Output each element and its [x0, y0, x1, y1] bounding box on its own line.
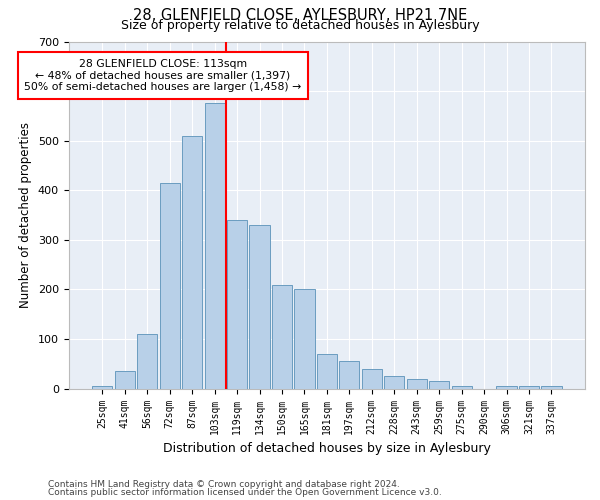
- Bar: [137, 334, 157, 388]
- Bar: [92, 386, 112, 388]
- Y-axis label: Number of detached properties: Number of detached properties: [19, 122, 32, 308]
- Bar: [339, 362, 359, 388]
- Bar: [362, 369, 382, 388]
- X-axis label: Distribution of detached houses by size in Aylesbury: Distribution of detached houses by size …: [163, 442, 491, 455]
- Bar: [295, 290, 314, 388]
- Bar: [272, 284, 292, 389]
- Bar: [429, 382, 449, 388]
- Text: Contains HM Land Registry data © Crown copyright and database right 2024.: Contains HM Land Registry data © Crown c…: [48, 480, 400, 489]
- Text: Contains public sector information licensed under the Open Government Licence v3: Contains public sector information licen…: [48, 488, 442, 497]
- Bar: [250, 225, 269, 388]
- Bar: [182, 136, 202, 388]
- Bar: [519, 386, 539, 388]
- Bar: [452, 386, 472, 388]
- Bar: [115, 372, 135, 388]
- Text: Size of property relative to detached houses in Aylesbury: Size of property relative to detached ho…: [121, 18, 479, 32]
- Bar: [317, 354, 337, 388]
- Bar: [496, 386, 517, 388]
- Bar: [384, 376, 404, 388]
- Text: 28 GLENFIELD CLOSE: 113sqm
← 48% of detached houses are smaller (1,397)
50% of s: 28 GLENFIELD CLOSE: 113sqm ← 48% of deta…: [25, 59, 302, 92]
- Bar: [541, 386, 562, 388]
- Bar: [227, 220, 247, 388]
- Text: 28, GLENFIELD CLOSE, AYLESBURY, HP21 7NE: 28, GLENFIELD CLOSE, AYLESBURY, HP21 7NE: [133, 8, 467, 22]
- Bar: [205, 104, 225, 389]
- Bar: [160, 183, 180, 388]
- Bar: [407, 379, 427, 388]
